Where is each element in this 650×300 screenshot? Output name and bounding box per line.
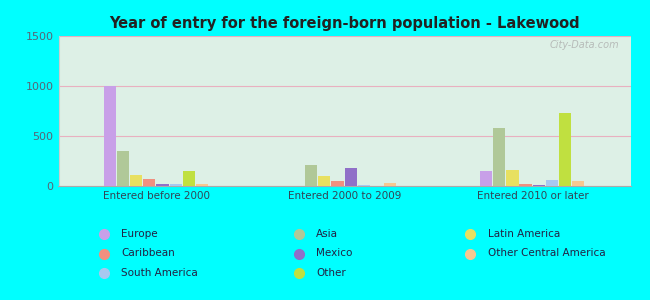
Bar — [480, 170, 492, 186]
Bar — [157, 184, 168, 186]
Bar — [532, 185, 545, 186]
Bar — [344, 167, 357, 186]
Text: South America: South America — [122, 268, 198, 278]
Text: Caribbean: Caribbean — [122, 248, 175, 259]
Bar — [183, 171, 195, 186]
Bar — [170, 184, 182, 186]
Text: Latin America: Latin America — [488, 229, 560, 239]
Text: Mexico: Mexico — [316, 248, 352, 259]
Bar — [117, 151, 129, 186]
Text: Europe: Europe — [122, 229, 158, 239]
Bar — [358, 185, 370, 186]
Text: Asia: Asia — [316, 229, 338, 239]
Bar — [130, 175, 142, 186]
Text: Other: Other — [316, 268, 346, 278]
Bar — [572, 181, 584, 186]
Bar — [384, 182, 396, 186]
Text: Other Central America: Other Central America — [488, 248, 605, 259]
Title: Year of entry for the foreign-born population - Lakewood: Year of entry for the foreign-born popul… — [109, 16, 580, 31]
Bar — [143, 179, 155, 186]
Bar — [196, 184, 208, 186]
Bar — [506, 170, 519, 186]
Bar — [305, 164, 317, 186]
Bar — [546, 179, 558, 186]
Bar — [519, 184, 532, 186]
Bar — [559, 113, 571, 186]
Bar — [493, 128, 506, 186]
Bar — [103, 86, 116, 186]
Bar — [318, 176, 330, 186]
Text: City-Data.com: City-Data.com — [549, 40, 619, 50]
Bar — [332, 181, 344, 186]
